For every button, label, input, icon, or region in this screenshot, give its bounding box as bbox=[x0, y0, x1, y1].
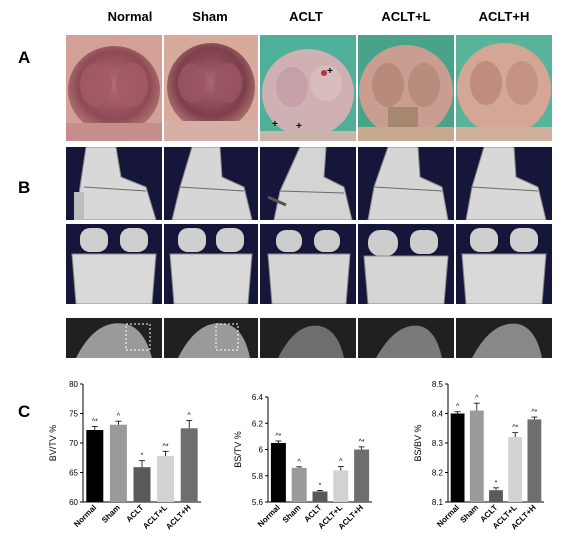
ct-lateral-normal bbox=[66, 147, 162, 220]
significance-label: ^* bbox=[92, 418, 98, 425]
y-tick-label: 6.4 bbox=[252, 393, 264, 402]
ct-frontal-normal bbox=[66, 224, 162, 304]
column-label-aclt-h: ACLT+H bbox=[478, 9, 530, 24]
category-label: Sham bbox=[100, 503, 122, 525]
significance-label: ^* bbox=[531, 409, 537, 416]
y-axis-label: BV/TV % bbox=[48, 425, 58, 462]
bar bbox=[157, 455, 175, 502]
category-label: Sham bbox=[458, 503, 480, 525]
y-tick-label: 8.2 bbox=[432, 469, 444, 478]
svg-text:+: + bbox=[327, 66, 333, 77]
y-tick-label: 8.5 bbox=[432, 380, 444, 389]
category-label: ACLT+H bbox=[164, 503, 193, 532]
ct-frontal-aclt bbox=[260, 224, 356, 304]
xray-aclt bbox=[260, 318, 356, 358]
y-tick-label: 8.1 bbox=[432, 498, 444, 507]
chart-bs-bv: 8.18.28.38.48.5BS/BV %^Normal^Sham*ACLT^… bbox=[413, 380, 544, 531]
significance-label: ^ bbox=[117, 413, 121, 420]
panel-letter-a: A bbox=[18, 48, 31, 67]
y-tick-label: 60 bbox=[69, 498, 78, 507]
bar bbox=[109, 424, 127, 502]
significance-label: ^ bbox=[475, 395, 479, 402]
y-tick-label: 5.8 bbox=[252, 472, 264, 481]
y-tick-label: 6.2 bbox=[252, 419, 264, 428]
column-label-sham: Sham bbox=[192, 9, 228, 24]
joint-photo-aclt: + + + bbox=[260, 35, 356, 141]
xray-aclt-l bbox=[358, 318, 454, 358]
xray-aclt-h bbox=[456, 318, 552, 358]
xray-normal bbox=[66, 318, 162, 358]
category-label: Sham bbox=[281, 503, 303, 525]
column-label-aclt: ACLT bbox=[289, 9, 323, 24]
significance-label: ^ bbox=[456, 404, 460, 411]
ct-lateral-aclt-h bbox=[456, 147, 552, 220]
bar bbox=[527, 419, 542, 502]
significance-label: * bbox=[141, 453, 144, 460]
ct-lateral-aclt bbox=[260, 147, 356, 220]
ct-lateral-sham bbox=[164, 147, 258, 220]
bar bbox=[180, 428, 198, 502]
y-tick-label: 80 bbox=[69, 380, 78, 389]
bar bbox=[469, 410, 484, 502]
y-tick-label: 8.3 bbox=[432, 439, 444, 448]
y-tick-label: 5.6 bbox=[252, 498, 264, 507]
ct-frontal-aclt-h bbox=[456, 224, 552, 304]
significance-label: ^* bbox=[359, 439, 365, 446]
bar bbox=[86, 430, 104, 502]
significance-label: ^* bbox=[512, 425, 518, 432]
y-tick-label: 6 bbox=[259, 446, 264, 455]
y-tick-label: 70 bbox=[69, 439, 78, 448]
significance-label: ^ bbox=[298, 459, 302, 466]
xray-sham bbox=[164, 318, 258, 358]
panel-letter-c: C bbox=[18, 402, 31, 421]
joint-photo-aclt-l bbox=[358, 35, 454, 141]
y-tick-label: 75 bbox=[69, 410, 78, 419]
y-tick-label: 8.4 bbox=[432, 410, 444, 419]
panel-letter-b: B bbox=[18, 178, 31, 197]
svg-text:+: + bbox=[296, 121, 302, 132]
bar bbox=[291, 467, 307, 502]
joint-photo-sham bbox=[164, 35, 258, 141]
significance-label: * bbox=[495, 480, 498, 487]
category-label: ACLT bbox=[124, 503, 145, 524]
significance-label: ^* bbox=[275, 433, 281, 440]
ct-frontal-sham bbox=[164, 224, 258, 304]
bar bbox=[333, 470, 349, 502]
bar bbox=[312, 491, 328, 502]
significance-label: ^* bbox=[163, 443, 169, 450]
y-axis-label: BS/BV % bbox=[413, 424, 423, 461]
y-axis-label: BS/TV % bbox=[233, 431, 243, 468]
bar bbox=[354, 449, 370, 502]
bar bbox=[133, 467, 151, 502]
y-tick-label: 65 bbox=[69, 469, 78, 478]
joint-photo-normal bbox=[66, 35, 162, 141]
svg-text:+: + bbox=[272, 119, 278, 130]
ct-frontal-aclt-l bbox=[358, 224, 454, 304]
chart-bs-tv: 5.65.866.26.4BS/TV % ^*Normal^Sham*ACLT^A… bbox=[233, 393, 372, 531]
ct-lateral-aclt-l bbox=[358, 147, 454, 220]
joint-photo-aclt-h bbox=[456, 35, 552, 141]
column-label-aclt-l: ACLT+L bbox=[381, 9, 431, 24]
column-label-normal: Normal bbox=[107, 9, 153, 24]
significance-label: ^ bbox=[188, 413, 192, 420]
bar bbox=[450, 413, 465, 502]
bar bbox=[489, 490, 503, 502]
significance-label: ^ bbox=[339, 459, 343, 466]
bar bbox=[270, 442, 286, 502]
significance-label: * bbox=[319, 482, 322, 489]
bar bbox=[508, 437, 523, 502]
